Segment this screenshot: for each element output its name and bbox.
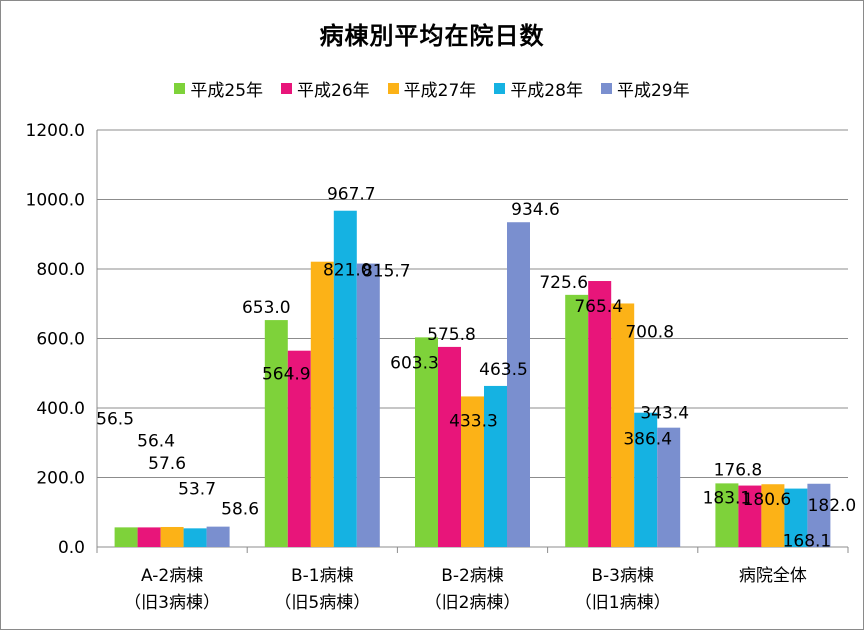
y-tick-label: 400.0 — [36, 399, 85, 419]
bar — [310, 261, 334, 547]
legend-item: 平成26年 — [281, 76, 370, 101]
data-label: 168.1 — [783, 532, 832, 552]
data-label: 56.4 — [137, 431, 175, 451]
y-tick-label: 1000.0 — [26, 191, 85, 211]
bar — [657, 427, 681, 547]
x-category-label: B-2病棟 — [441, 566, 504, 586]
legend-label: 平成27年 — [403, 81, 477, 101]
data-label: 57.6 — [148, 454, 186, 474]
data-label: 564.9 — [262, 365, 311, 385]
legend-label: 平成26年 — [297, 81, 370, 101]
data-label: 934.6 — [511, 200, 560, 220]
bar — [333, 210, 357, 547]
data-label: 821.0 — [323, 261, 372, 281]
bar — [484, 385, 507, 547]
bar — [415, 337, 438, 547]
bar — [611, 303, 635, 547]
legend-item: 平成28年 — [494, 76, 583, 101]
x-category-label: B-1病棟 — [291, 566, 354, 586]
bar — [137, 527, 161, 547]
x-category-label: A-2病棟 — [141, 566, 203, 586]
x-category-label: 病院全体 — [739, 566, 807, 586]
data-label: 58.6 — [221, 500, 259, 520]
data-label: 176.8 — [714, 461, 763, 481]
legend-swatch — [494, 83, 506, 94]
y-tick-label: 800.0 — [36, 260, 85, 280]
legend-label: 平成29年 — [616, 81, 690, 101]
data-label: 182.0 — [808, 496, 857, 516]
bar — [715, 483, 739, 547]
x-category-label: B-3病棟 — [591, 566, 654, 586]
data-label: 725.6 — [539, 273, 588, 293]
data-label: 386.4 — [623, 430, 672, 450]
bar — [784, 488, 808, 547]
x-category-label: （旧1病棟） — [575, 593, 671, 613]
data-label: 575.8 — [427, 325, 476, 345]
bar — [438, 346, 461, 547]
data-label: 56.5 — [96, 409, 134, 429]
legend-item: 平成29年 — [600, 76, 690, 101]
legend-label: 平成28年 — [510, 81, 583, 101]
x-category-label: （旧5病棟） — [274, 593, 370, 613]
data-label: 603.3 — [390, 353, 439, 373]
bar — [461, 396, 484, 547]
legend-swatch — [600, 83, 612, 94]
bar — [160, 526, 184, 547]
data-label: 180.6 — [743, 490, 792, 510]
data-label: 463.5 — [479, 360, 528, 380]
bar — [738, 485, 762, 547]
legend-swatch — [281, 83, 293, 94]
y-tick-label: 200.0 — [36, 469, 85, 489]
x-category-label: （旧2病棟） — [425, 593, 521, 613]
x-category-label: （旧3病棟） — [124, 593, 220, 613]
legend-item: 平成27年 — [387, 76, 477, 101]
legend-label: 平成25年 — [190, 81, 264, 101]
bar — [634, 412, 658, 547]
legend-swatch — [387, 83, 399, 94]
data-label: 765.4 — [574, 297, 623, 317]
y-tick-label: 1200.0 — [26, 121, 85, 141]
data-label: 343.4 — [640, 404, 689, 424]
y-tick-label: 600.0 — [36, 330, 85, 350]
data-label: 53.7 — [178, 479, 216, 499]
bar — [807, 483, 831, 547]
bar — [761, 484, 785, 547]
legend-item: 平成25年 — [174, 76, 263, 101]
bar — [356, 263, 380, 547]
bar — [507, 222, 530, 547]
data-label: 433.3 — [449, 411, 498, 431]
y-tick-label: 0.0 — [58, 538, 85, 558]
bar — [264, 320, 288, 547]
bar — [287, 350, 311, 547]
bar — [183, 528, 207, 547]
bar — [565, 294, 589, 547]
data-label: 967.7 — [327, 185, 376, 205]
data-label: 183.1 — [703, 488, 752, 508]
data-label: 700.8 — [625, 322, 674, 342]
chart-title: 病棟別平均在院日数 — [319, 22, 545, 50]
bar — [206, 526, 230, 547]
chart-legend: 平成25年 平成26年 平成27年 平成28年 平成29年 — [0, 76, 864, 101]
data-label: 653.0 — [242, 298, 291, 318]
data-label: 815.7 — [362, 262, 411, 282]
bar — [588, 281, 612, 547]
bar — [114, 527, 138, 547]
legend-swatch — [174, 83, 186, 94]
